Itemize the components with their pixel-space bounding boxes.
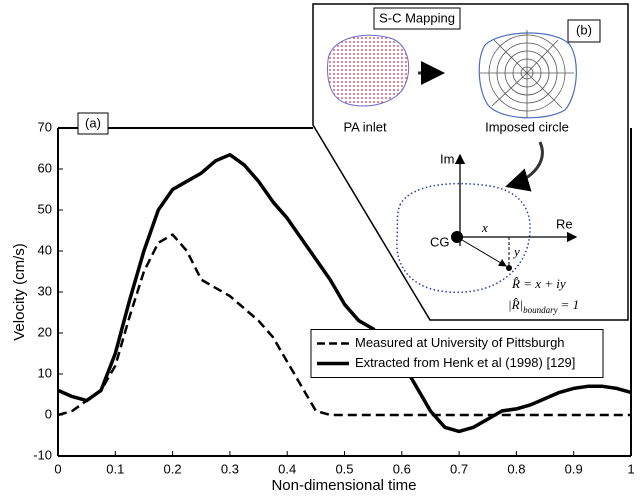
x-tick-label: 0.5 [335,461,353,476]
inset-title-box [373,7,461,30]
legend: Measured at University of Pittsburgh Extr… [310,329,604,378]
x-tick-label: 0.9 [565,461,583,476]
y-symbol: y [512,244,520,259]
boundary-left: |R̂| [508,297,523,312]
boundary-right: = 1 [561,297,580,312]
curved-arrow [505,141,544,192]
x-tick-label: 0.3 [221,461,239,476]
x-tick-label: 0.8 [507,461,525,476]
boundary-shape [396,182,531,294]
legend-box [310,329,604,378]
left-caption: PA inlet [343,119,387,134]
inset-label-box [567,19,601,43]
pa-inlet-shape [327,34,410,107]
panel-label-box [77,112,109,135]
inset-title: S-C Mapping [379,10,455,25]
im-label: Im [440,151,454,166]
x-tick-label: 0.2 [164,461,182,476]
y-tick-label: 20 [38,324,52,339]
re-label: Re [556,216,573,231]
x-tick-label: 0 [54,461,61,476]
boundary-formula: |R̂|boundary = 1 [508,297,579,315]
x-axis-label: Non-dimensional time [271,477,416,494]
cg-label: CG [430,234,450,249]
y-tick-label: 70 [38,119,52,134]
x-tick-label: 0.4 [278,461,296,476]
y-tick-label: 10 [38,365,52,380]
point [506,265,512,271]
legend-label: Measured at University of Pittsburgh [355,335,565,350]
series-line [57,152,632,434]
x-tick-label: 0.1 [106,461,124,476]
y-tick-label: 30 [38,283,52,298]
y-tick-label: 60 [38,160,52,175]
radius-arrow [456,236,507,267]
boundary-sub: boundary [523,305,558,315]
y-tick-label: -10 [33,447,52,462]
x-tick-label: 0.7 [450,461,468,476]
right-caption: Imposed circle [485,119,569,134]
inset-label: (b) [576,22,592,37]
x-tick-label: 0.6 [393,461,411,476]
series-line [57,233,631,417]
formula: R̂ = x + iy [511,276,566,291]
inset: S-C Mapping (b) PA inlet Imposed circle … [312,3,629,321]
panel-label: (a) [85,115,101,130]
x-tick-label: 1 [627,461,634,476]
imposed-circle [478,30,577,119]
y-tick-label: 50 [38,201,52,216]
y-axis-label: Velocity (cm/s) [11,243,28,341]
y-tick-label: 40 [38,242,52,257]
x-symbol: x [481,220,488,235]
y-tick-label: 0 [45,406,52,421]
legend-label: Extracted from Henk et al (1998) [129] [355,355,575,370]
